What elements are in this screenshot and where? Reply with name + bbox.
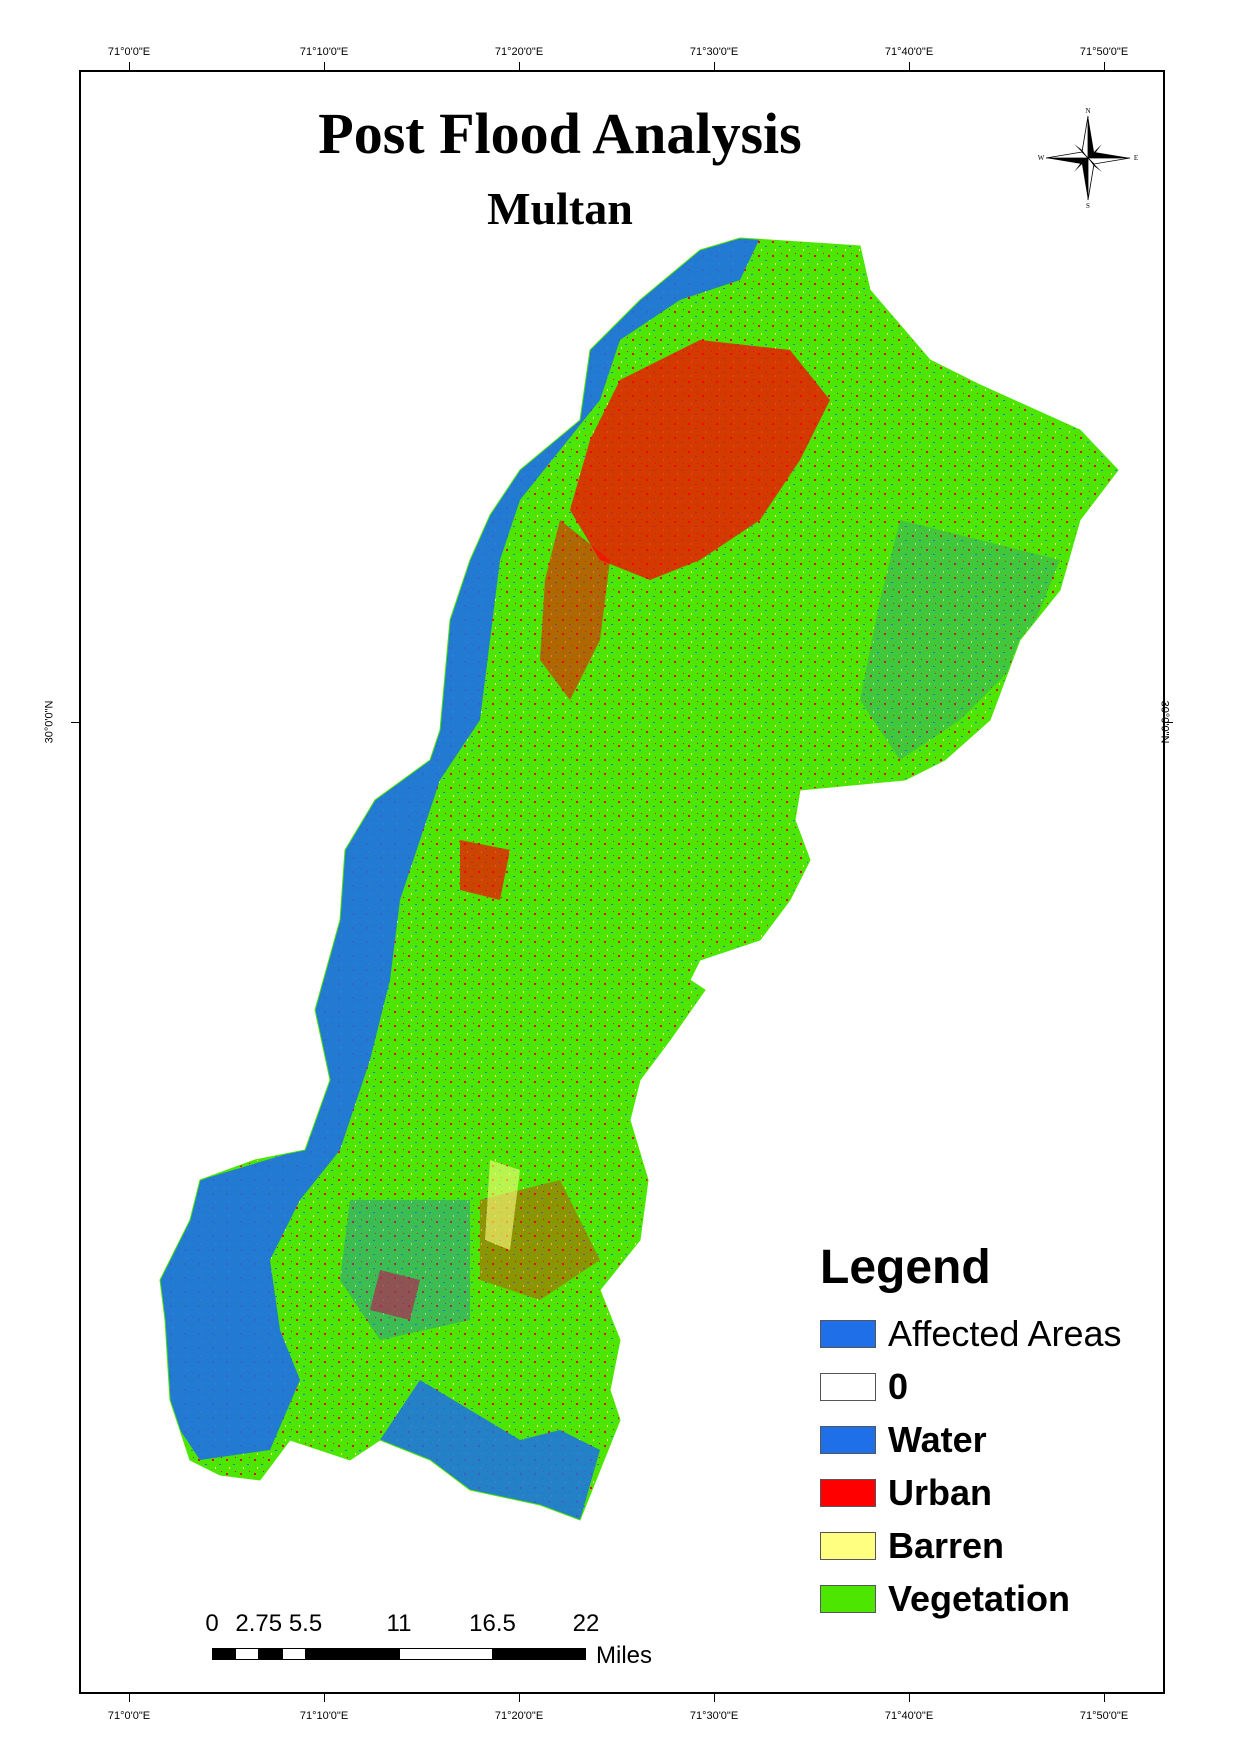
legend-swatch bbox=[820, 1531, 876, 1560]
legend-items: Affected Areas 0 Water Urban Barren Vegetatio… bbox=[820, 1307, 1150, 1625]
longitude-label-top: 71°40'0"E bbox=[884, 46, 934, 58]
longitude-tick bbox=[129, 1694, 130, 1702]
longitude-tick bbox=[324, 1694, 325, 1702]
scale-segment bbox=[399, 1648, 493, 1660]
longitude-tick bbox=[324, 62, 325, 70]
legend-item: 0 bbox=[820, 1360, 1150, 1413]
longitude-tick bbox=[1104, 62, 1105, 70]
scale-segment bbox=[492, 1648, 586, 1660]
legend: Legend Affected Areas 0 Water Urban Barren Ve… bbox=[820, 1240, 1150, 1625]
longitude-label-bottom: 71°30'0"E bbox=[689, 1710, 739, 1722]
scale-label: 0 bbox=[205, 1610, 219, 1637]
longitude-label-top: 71°0'0"E bbox=[107, 46, 151, 58]
legend-item: Urban bbox=[820, 1466, 1150, 1519]
south-label: S bbox=[1086, 202, 1090, 208]
east-label: E bbox=[1134, 154, 1138, 162]
longitude-label-top: 71°50'0"E bbox=[1079, 46, 1129, 58]
west-label: W bbox=[1038, 154, 1045, 162]
legend-title: Legend bbox=[820, 1241, 991, 1294]
north-label: N bbox=[1085, 108, 1090, 115]
legend-item: Vegetation bbox=[820, 1572, 1150, 1625]
longitude-label-top: 71°20'0"E bbox=[494, 46, 544, 58]
legend-item: Barren bbox=[820, 1519, 1150, 1572]
legend-item: Water bbox=[820, 1413, 1150, 1466]
map-frame bbox=[79, 70, 1165, 1694]
scale-label: 16.5 bbox=[469, 1610, 516, 1637]
scale-segment bbox=[305, 1648, 399, 1660]
longitude-label-bottom: 71°20'0"E bbox=[494, 1710, 544, 1722]
legend-swatch bbox=[820, 1319, 876, 1348]
longitude-tick bbox=[909, 62, 910, 70]
longitude-tick bbox=[1104, 1694, 1105, 1702]
longitude-tick bbox=[519, 62, 520, 70]
scale-label: 22 bbox=[572, 1610, 600, 1637]
legend-item: Affected Areas bbox=[820, 1307, 1150, 1360]
scale-segment bbox=[258, 1648, 283, 1660]
longitude-label-bottom: 71°0'0"E bbox=[107, 1710, 151, 1722]
longitude-label-bottom: 71°50'0"E bbox=[1079, 1710, 1129, 1722]
latitude-tick bbox=[1165, 722, 1173, 723]
legend-swatch bbox=[820, 1372, 876, 1401]
scale-segment bbox=[212, 1648, 236, 1660]
scale-label: 5.5 bbox=[288, 1610, 323, 1637]
scale-label: 11 bbox=[386, 1610, 412, 1637]
legend-label: Urban bbox=[888, 1471, 993, 1513]
longitude-tick bbox=[519, 1694, 520, 1702]
scale-units: Miles bbox=[596, 1642, 653, 1669]
legend-label: Water bbox=[888, 1418, 987, 1460]
legend-label: Vegetation bbox=[888, 1577, 1071, 1619]
longitude-tick bbox=[714, 1694, 715, 1702]
longitude-label-top: 71°30'0"E bbox=[689, 46, 739, 58]
north-arrow-icon: N S E W bbox=[1038, 108, 1138, 208]
longitude-label-bottom: 71°40'0"E bbox=[884, 1710, 934, 1722]
legend-label: 0 bbox=[888, 1365, 909, 1407]
scale-label: 2.75 bbox=[235, 1610, 283, 1637]
legend-label: Barren bbox=[888, 1524, 1005, 1566]
map-title: Post Flood Analysis bbox=[318, 101, 802, 166]
longitude-tick bbox=[129, 62, 130, 70]
longitude-tick bbox=[909, 1694, 910, 1702]
latitude-tick bbox=[71, 722, 79, 723]
scale-segment bbox=[235, 1648, 259, 1660]
longitude-tick bbox=[714, 62, 715, 70]
legend-swatch bbox=[820, 1478, 876, 1507]
legend-label: Affected Areas bbox=[888, 1312, 1122, 1354]
legend-swatch bbox=[820, 1425, 876, 1454]
longitude-label-top: 71°10'0"E bbox=[299, 46, 349, 58]
legend-swatch bbox=[820, 1584, 876, 1613]
scale-segment bbox=[282, 1648, 306, 1660]
longitude-label-bottom: 71°10'0"E bbox=[299, 1710, 349, 1722]
map-subtitle: Multan bbox=[487, 183, 633, 234]
